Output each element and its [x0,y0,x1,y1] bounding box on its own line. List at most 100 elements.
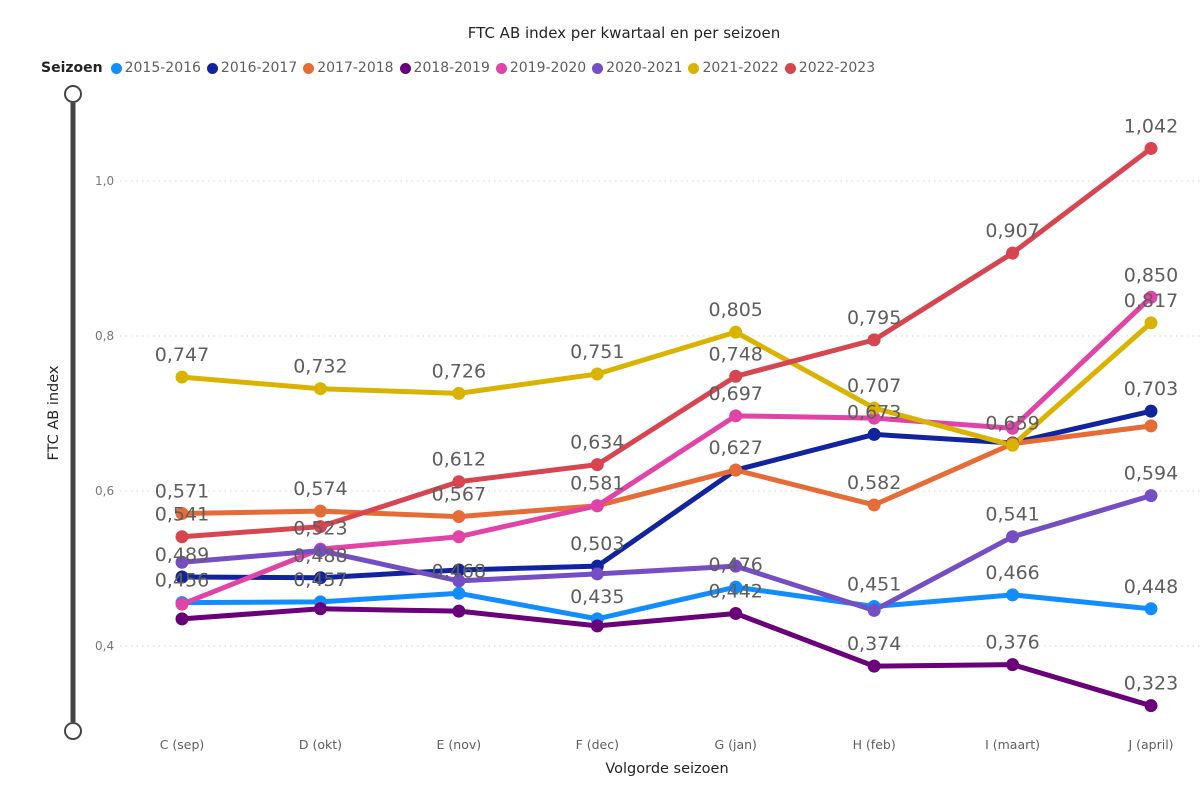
data-point-2015-2016[interactable] [729,580,743,594]
data-label: 0,697 [709,383,763,405]
data-point-2019-2020[interactable] [590,499,604,513]
data-point-2020-2021[interactable] [867,603,881,617]
y-tick-label: 0,8 [95,329,114,343]
data-point-2017-2018[interactable] [452,510,466,524]
data-point-2022-2023[interactable] [1006,246,1020,260]
data-label: 0,612 [432,449,486,471]
data-point-2022-2023[interactable] [590,458,604,472]
data-point-2018-2019[interactable] [729,606,743,620]
data-label: 0,751 [570,341,624,363]
data-point-2022-2023[interactable] [729,369,743,383]
data-point-2019-2020[interactable] [867,411,881,425]
legend-item-2018-2019[interactable]: 2018-2019 [399,60,490,76]
legend-dot-icon [784,62,796,74]
data-point-2017-2018[interactable] [313,504,327,518]
data-point-2016-2017[interactable] [313,571,327,585]
data-point-2017-2018[interactable] [1144,419,1158,433]
y-axis-range-slider[interactable] [64,85,82,740]
legend-item-2020-2021[interactable]: 2020-2021 [592,60,682,76]
data-point-2021-2022[interactable] [1144,316,1158,330]
data-point-2022-2023[interactable] [452,475,466,489]
y-tick-label: 0,4 [95,639,114,653]
legend-item-2017-2018[interactable]: 2017-2018 [303,60,394,76]
data-point-2018-2019[interactable] [313,602,327,616]
data-label: 0,451 [847,573,901,595]
data-label: 0,850 [1124,264,1178,286]
series-line-2021-2022[interactable] [179,320,1154,448]
data-point-2018-2019[interactable] [867,659,881,673]
data-label: 0,732 [293,356,347,378]
data-point-2016-2017[interactable] [175,570,189,584]
series-line-2015-2016[interactable] [179,584,1154,622]
legend-label: 2017-2018 [317,60,394,76]
data-label: 0,456 [155,570,209,592]
data-label: 0,376 [985,632,1039,654]
data-point-2015-2016[interactable] [452,586,466,600]
data-point-2019-2020[interactable] [729,409,743,423]
legend-dot-icon [110,62,122,74]
data-point-2019-2020[interactable] [175,597,189,611]
data-point-2020-2021[interactable] [313,544,327,558]
slider-handle-top[interactable] [64,85,82,103]
data-point-2021-2022[interactable] [729,325,743,339]
data-point-2021-2022[interactable] [313,382,327,396]
legend-item-2019-2020[interactable]: 2019-2020 [495,60,586,76]
data-point-2022-2023[interactable] [867,333,881,347]
legend: Seizoen 2015-2016 2016-2017 2017-2018 2018-… [41,60,881,76]
data-point-2021-2022[interactable] [452,386,466,400]
legend-dot-icon [592,62,604,74]
data-point-2022-2023[interactable] [313,520,327,534]
data-point-2017-2018[interactable] [175,506,189,520]
data-point-2018-2019[interactable] [590,619,604,633]
data-point-2020-2021[interactable] [729,559,743,573]
data-point-2017-2018[interactable] [867,498,881,512]
data-point-2017-2018[interactable] [729,463,743,477]
legend-item-2016-2017[interactable]: 2016-2017 [206,60,297,76]
chart-title: FTC AB index per kwartaal en per seizoen [467,24,781,42]
y-tick-label: 0,6 [95,484,114,498]
data-point-2020-2021[interactable] [1144,489,1158,503]
data-label: 0,581 [570,473,624,495]
data-point-2018-2019[interactable] [452,604,466,618]
data-point-2020-2021[interactable] [175,555,189,569]
data-point-2021-2022[interactable] [867,401,881,415]
data-point-2016-2017[interactable] [452,563,466,577]
legend-item-2021-2022[interactable]: 2021-2022 [688,60,779,76]
data-label: 0,323 [1124,673,1178,695]
x-tick-label: D (okt) [299,737,342,752]
data-point-2020-2021[interactable] [452,574,466,588]
data-point-2022-2023[interactable] [175,530,189,544]
slider-handle-bottom[interactable] [64,722,82,740]
series-lines [179,145,1154,709]
data-point-2019-2020[interactable] [452,530,466,544]
data-point-2021-2022[interactable] [175,370,189,384]
data-label: 0,817 [1124,290,1178,312]
legend-label: 2021-2022 [702,60,779,76]
data-point-2020-2021[interactable] [590,567,604,581]
data-point-2015-2016[interactable] [1144,602,1158,616]
data-point-2022-2023[interactable] [1144,141,1158,155]
data-point-2018-2019[interactable] [175,612,189,626]
data-point-2019-2020[interactable] [1006,421,1020,435]
data-point-2018-2019[interactable] [1144,699,1158,713]
data-point-2019-2020[interactable] [1144,290,1158,304]
data-label: 0,795 [847,307,901,329]
data-point-2020-2021[interactable] [1006,530,1020,544]
data-point-2021-2022[interactable] [590,367,604,381]
series-line-2017-2018[interactable] [179,423,1154,520]
data-label: 0,907 [985,220,1039,242]
data-point-2016-2017[interactable] [1144,404,1158,418]
data-label: 0,489 [155,544,209,566]
data-point-2016-2017[interactable] [867,427,881,441]
data-label: 0,748 [709,343,763,365]
series-line-2020-2021[interactable] [179,493,1154,613]
series-line-2018-2019[interactable] [179,606,1154,709]
data-point-2018-2019[interactable] [1006,658,1020,672]
data-point-2015-2016[interactable] [1006,588,1020,602]
data-point-2021-2022[interactable] [1006,438,1020,452]
legend-item-2015-2016[interactable]: 2015-2016 [110,60,201,76]
series-line-2022-2023[interactable] [179,145,1154,540]
data-label: 0,659 [985,412,1039,434]
series-line-2019-2020[interactable] [179,294,1154,607]
legend-item-2022-2023[interactable]: 2022-2023 [784,60,875,76]
